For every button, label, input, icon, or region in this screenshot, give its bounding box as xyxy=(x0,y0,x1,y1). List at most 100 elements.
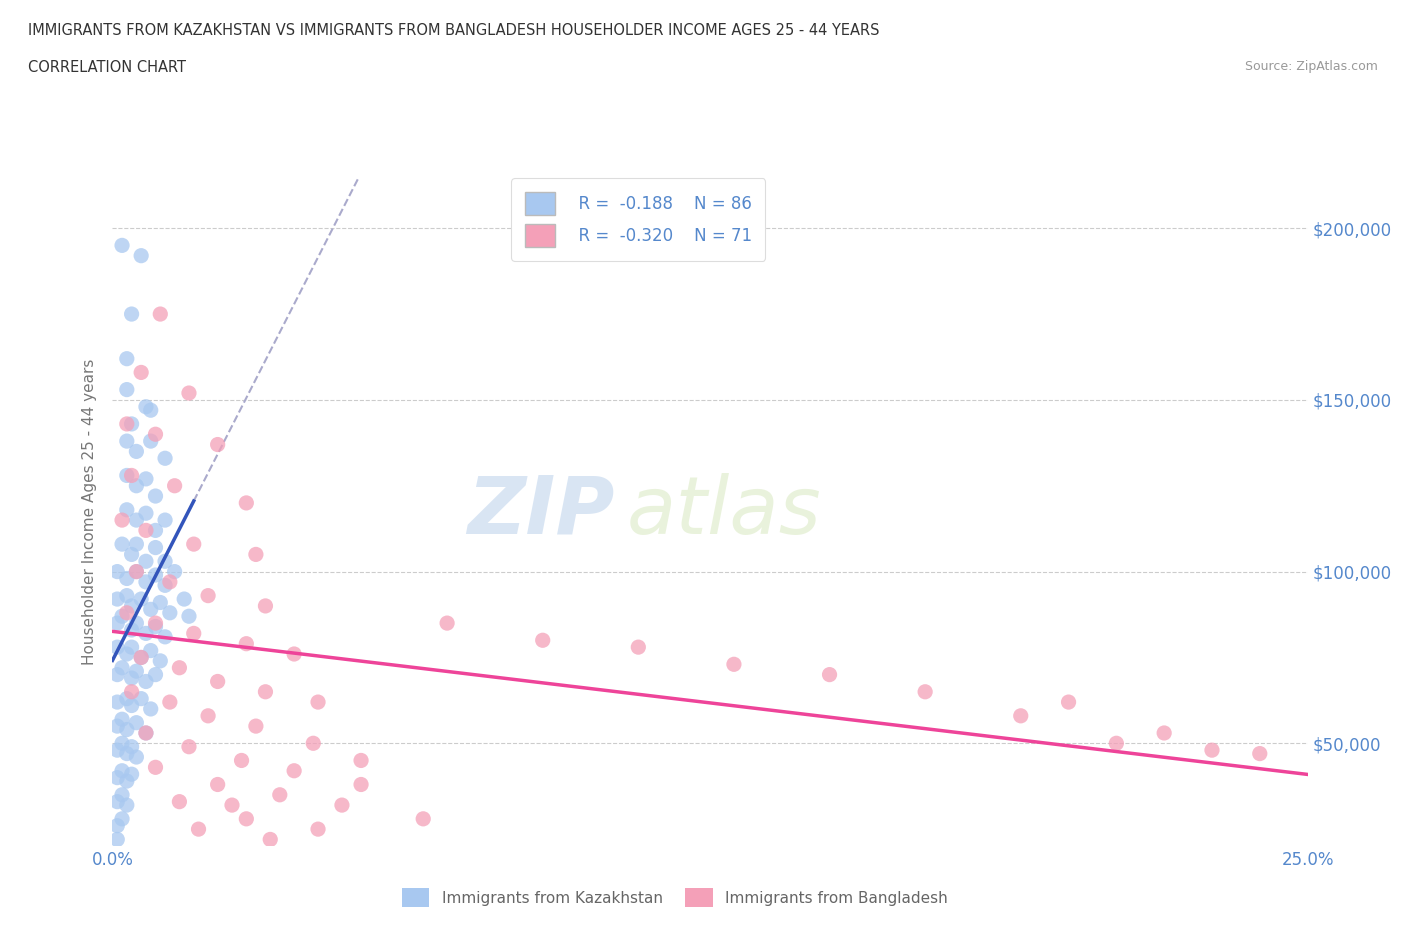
Point xyxy=(259,832,281,847)
Point xyxy=(149,654,172,669)
Point xyxy=(1201,743,1223,758)
Text: Source: ZipAtlas.com: Source: ZipAtlas.com xyxy=(1244,60,1378,73)
Point xyxy=(105,794,128,809)
Point xyxy=(159,695,181,710)
Point xyxy=(121,739,143,754)
Point xyxy=(115,352,138,366)
Point xyxy=(169,660,191,675)
Point xyxy=(153,578,176,592)
Text: IMMIGRANTS FROM KAZAKHSTAN VS IMMIGRANTS FROM BANGLADESH HOUSEHOLDER INCOME AGES: IMMIGRANTS FROM KAZAKHSTAN VS IMMIGRANTS… xyxy=(28,23,880,38)
Point xyxy=(235,636,257,651)
Point xyxy=(121,307,143,322)
Point xyxy=(115,646,138,661)
Point xyxy=(105,591,128,606)
Point xyxy=(105,640,128,655)
Point xyxy=(159,575,181,590)
Point xyxy=(177,386,200,401)
Point xyxy=(139,602,162,617)
Point xyxy=(627,640,650,655)
Point xyxy=(105,832,128,847)
Point xyxy=(121,640,143,655)
Point xyxy=(121,698,143,713)
Point xyxy=(330,798,353,813)
Point xyxy=(153,451,176,466)
Point xyxy=(125,537,148,551)
Point xyxy=(169,794,191,809)
Point xyxy=(307,695,329,710)
Point xyxy=(145,488,167,503)
Point xyxy=(183,626,205,641)
Point xyxy=(159,605,181,620)
Point xyxy=(105,770,128,785)
Point xyxy=(197,709,219,724)
Point xyxy=(121,417,143,432)
Text: CORRELATION CHART: CORRELATION CHART xyxy=(28,60,186,75)
Point xyxy=(121,766,143,781)
Point xyxy=(135,626,157,641)
Point xyxy=(125,444,148,458)
Point xyxy=(307,822,329,837)
Point xyxy=(125,478,148,493)
Point xyxy=(105,565,128,579)
Point xyxy=(111,660,134,675)
Point xyxy=(153,630,176,644)
Point xyxy=(129,650,152,665)
Point xyxy=(245,547,267,562)
Point xyxy=(818,667,841,682)
Point xyxy=(115,746,138,761)
Point xyxy=(115,433,138,448)
Point xyxy=(135,523,157,538)
Point xyxy=(111,788,134,803)
Point xyxy=(221,798,243,813)
Point xyxy=(125,715,148,730)
Point xyxy=(129,591,152,606)
Point xyxy=(115,774,138,789)
Point xyxy=(105,667,128,682)
Point xyxy=(125,616,148,631)
Point xyxy=(111,811,134,826)
Point xyxy=(115,588,138,603)
Point xyxy=(350,753,373,768)
Point xyxy=(121,622,143,637)
Legend: Immigrants from Kazakhstan, Immigrants from Bangladesh: Immigrants from Kazakhstan, Immigrants f… xyxy=(395,883,955,913)
Point xyxy=(723,657,745,671)
Point xyxy=(115,502,138,517)
Point xyxy=(129,691,152,706)
Point xyxy=(115,571,138,586)
Point xyxy=(115,468,138,483)
Point xyxy=(207,437,229,452)
Point xyxy=(139,433,162,448)
Point xyxy=(111,238,134,253)
Point xyxy=(145,667,167,682)
Point xyxy=(302,736,325,751)
Point xyxy=(135,506,157,521)
Point xyxy=(145,427,167,442)
Legend:   R =  -0.188    N = 86,   R =  -0.320    N = 71: R = -0.188 N = 86, R = -0.320 N = 71 xyxy=(512,179,765,260)
Text: atlas: atlas xyxy=(626,472,821,551)
Point xyxy=(207,674,229,689)
Point xyxy=(436,616,458,631)
Point xyxy=(177,609,200,624)
Point xyxy=(153,554,176,569)
Point xyxy=(531,632,554,647)
Point xyxy=(121,468,143,483)
Point xyxy=(115,798,138,813)
Point xyxy=(135,554,157,569)
Point xyxy=(135,399,157,414)
Point xyxy=(111,764,134,778)
Point xyxy=(1057,695,1080,710)
Point xyxy=(139,701,162,716)
Point xyxy=(235,496,257,511)
Point xyxy=(145,567,167,582)
Point xyxy=(145,523,167,538)
Point xyxy=(135,472,157,486)
Point xyxy=(125,664,148,679)
Point xyxy=(105,818,128,833)
Text: ZIP: ZIP xyxy=(467,472,614,551)
Point xyxy=(145,540,167,555)
Point xyxy=(149,595,172,610)
Point xyxy=(197,588,219,603)
Point xyxy=(1249,746,1271,761)
Point xyxy=(129,248,152,263)
Point xyxy=(105,695,128,710)
